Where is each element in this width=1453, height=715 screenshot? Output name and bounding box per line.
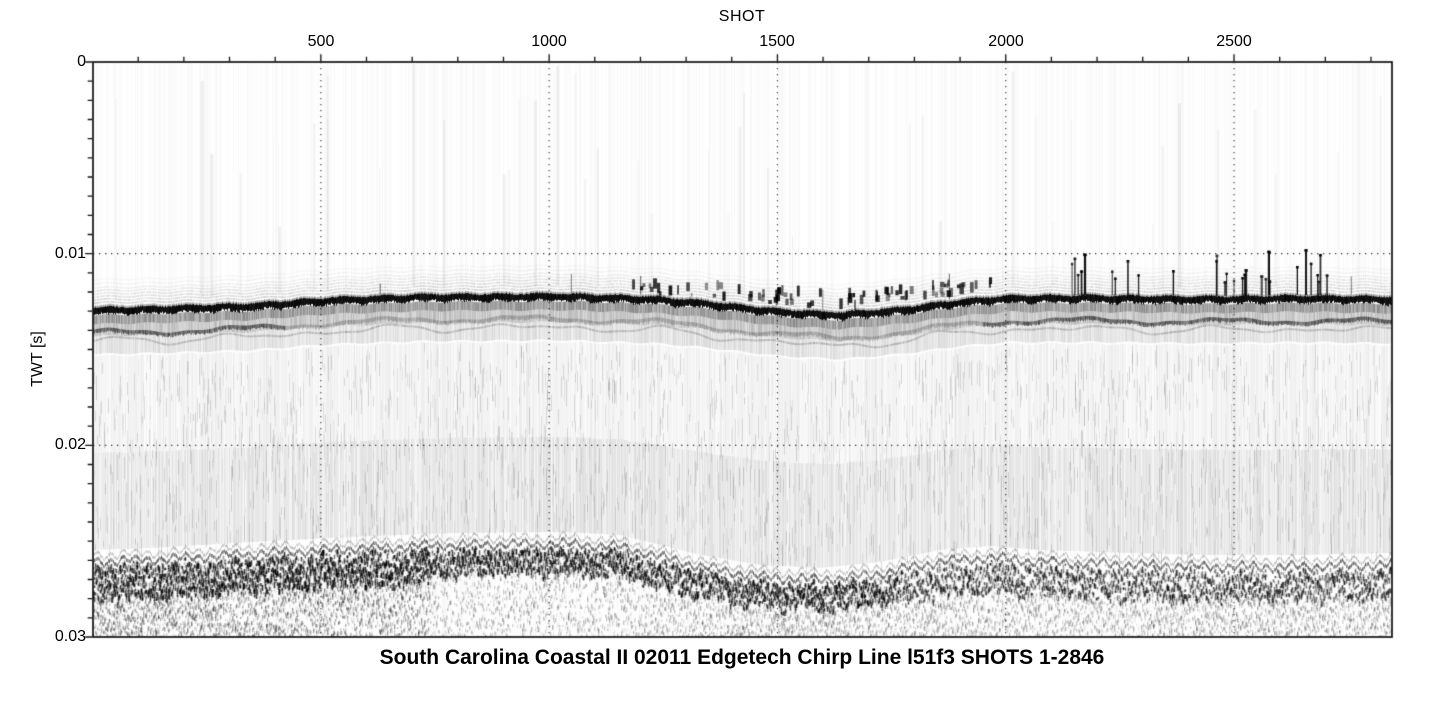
x-tick-label-2000: 2000	[988, 33, 1024, 50]
figure-title: South Carolina Coastal II 02011 Edgetech…	[379, 646, 1105, 669]
x-tick-label-2500: 2500	[1216, 33, 1252, 50]
y-tick-label-001: 0.01	[54, 245, 86, 262]
x-tick-label-500: 500	[307, 33, 335, 50]
y-tick-label-0: 0	[77, 53, 86, 70]
y-axis-title: TWT [s]	[29, 331, 46, 387]
x-axis-title: SHOT	[718, 8, 766, 25]
x-tick-label-1500: 1500	[759, 33, 795, 50]
y-tick-label-003: 0.03	[54, 628, 86, 645]
x-tick-label-1000: 1000	[531, 33, 567, 50]
y-tick-label-002: 0.02	[54, 436, 86, 453]
